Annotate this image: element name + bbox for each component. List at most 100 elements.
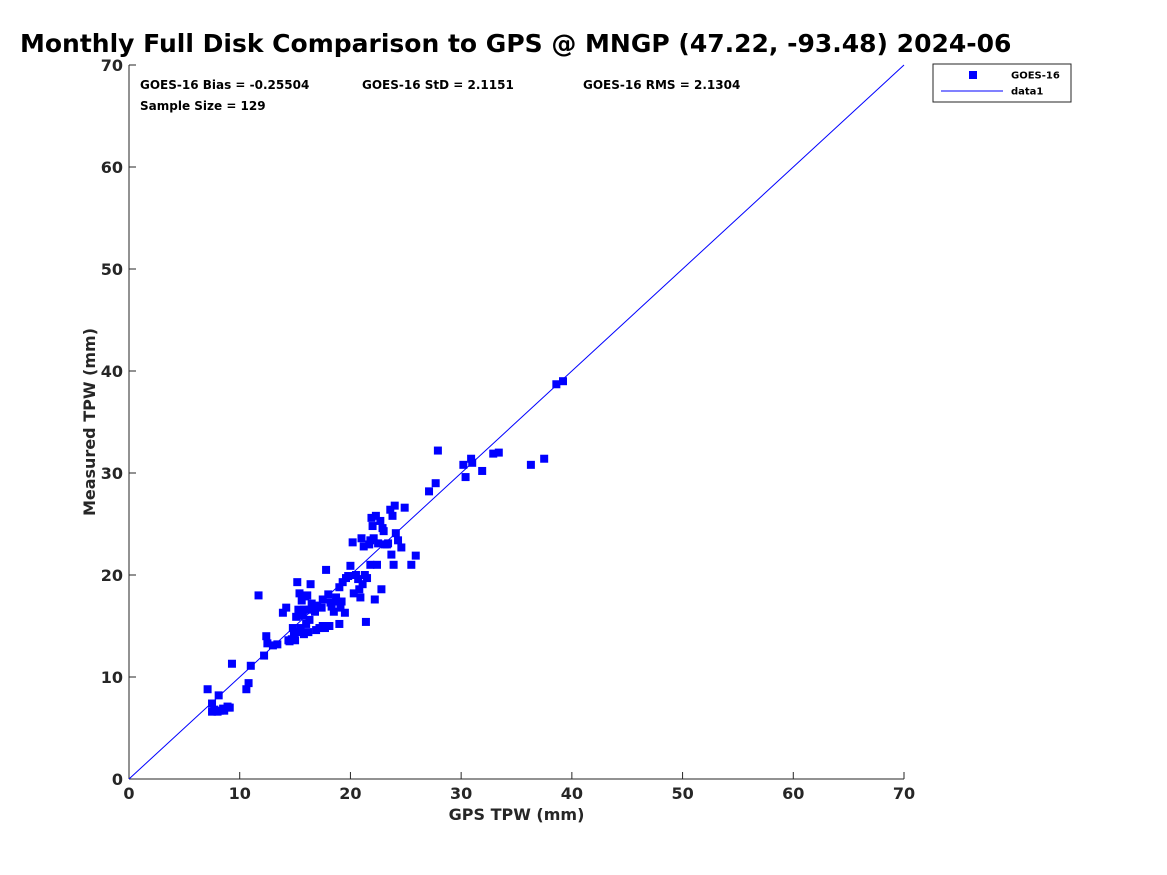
data-point-goes16 — [359, 542, 368, 551]
data-point-goes16 — [318, 622, 327, 630]
data-point-goes16 — [335, 619, 344, 628]
data-point-goes16 — [354, 575, 363, 584]
y-tick-label: 50 — [101, 260, 123, 279]
data-point-goes16 — [357, 534, 366, 543]
data-point-goes16 — [227, 659, 236, 668]
data-point-goes16 — [332, 593, 341, 602]
y-axis-label: Measured TPW (mm) — [80, 328, 99, 516]
data-point-goes16 — [294, 628, 303, 637]
x-tick-label: 0 — [123, 784, 134, 803]
data-point-goes16 — [337, 597, 346, 606]
data-point-goes16 — [293, 578, 302, 587]
data-point-goes16 — [325, 622, 334, 630]
data-point-goes16 — [358, 580, 367, 589]
y-ticks: 0 10 20 30 40 50 60 70 — [101, 56, 136, 789]
data-point-goes16 — [346, 561, 355, 570]
x-tick-label: 30 — [450, 784, 472, 803]
data-point-goes16 — [425, 487, 434, 496]
y-tick-label: 40 — [101, 362, 123, 381]
data-point-goes16 — [344, 572, 353, 581]
data-point-goes16 — [368, 522, 377, 531]
data-point-goes16 — [260, 651, 269, 660]
data-point-goes16 — [468, 458, 477, 467]
data-point-goes16 — [292, 612, 301, 621]
x-axis-label: GPS TPW (mm) — [449, 805, 585, 824]
data-point-goes16 — [244, 679, 253, 688]
data-point-goes16 — [329, 607, 338, 616]
stat-sample-size: Sample Size = 129 — [140, 99, 266, 113]
data-point-goes16 — [324, 590, 333, 599]
data-point-goes16 — [246, 661, 255, 670]
data-point-goes16 — [478, 466, 487, 475]
data-point-goes16 — [338, 578, 347, 587]
x-tick-label: 10 — [229, 784, 251, 803]
data-point-goes16 — [351, 571, 360, 579]
data-point-goes16 — [317, 603, 326, 612]
data-point-goes16 — [355, 585, 364, 594]
data-point-goes16 — [552, 380, 561, 389]
data-point-goes16 — [302, 619, 311, 628]
data-point-goes16 — [282, 603, 291, 612]
data-point-goes16 — [373, 560, 381, 569]
data-point-goes16 — [433, 446, 442, 455]
stat-rms: GOES-16 RMS = 2.1304 — [583, 78, 740, 92]
data-point-goes16 — [262, 632, 271, 641]
legend-box — [932, 63, 1072, 103]
x-tick-label: 60 — [782, 784, 804, 803]
data-point-goes16 — [374, 539, 383, 548]
data-point-goes16 — [386, 505, 395, 514]
data-point-goes16 — [311, 607, 319, 616]
data-point-goes16 — [400, 503, 409, 512]
plot-area: 0 10 20 30 40 50 60 70 0 10 20 30 40 50 60 70 — [101, 56, 915, 803]
data-point-goes16 — [278, 608, 287, 617]
data-point-goes16 — [388, 511, 397, 520]
data-point-goes16 — [489, 449, 498, 458]
data-point-goes16 — [494, 448, 503, 457]
data-point-goes16 — [295, 589, 304, 598]
legend: GOES-16 data1 — [932, 63, 1072, 103]
data-point-goes16 — [326, 598, 335, 607]
data-point-goes16 — [526, 460, 535, 469]
data-point-goes16 — [208, 699, 217, 708]
data-point-goes16 — [285, 637, 294, 646]
data-point-goes16 — [371, 511, 380, 520]
chart-title: Monthly Full Disk Comparison to GPS @ MN… — [20, 29, 1011, 58]
data-point-goes16 — [394, 536, 403, 545]
data-point-goes16 — [303, 591, 312, 600]
data-point-goes16 — [298, 611, 307, 620]
legend-label-goes16: GOES-16 — [1011, 71, 1060, 82]
data-point-goes16 — [390, 501, 399, 510]
data-point-goes16 — [254, 591, 263, 600]
data-point-goes16 — [333, 597, 342, 606]
data-point-goes16 — [299, 605, 308, 614]
data-point-goes16 — [363, 574, 372, 583]
data-point-goes16 — [335, 583, 344, 592]
data-point-goes16 — [407, 560, 416, 569]
data-point-goes16 — [382, 540, 391, 549]
data-point-goes16 — [349, 589, 358, 598]
data-point-goes16 — [306, 580, 315, 589]
data-point-goes16 — [559, 377, 567, 386]
y-tick-label: 70 — [101, 56, 123, 75]
data-point-goes16 — [461, 473, 470, 482]
data-point-goes16 — [391, 529, 400, 538]
data-point-goes16 — [361, 617, 370, 626]
data-point-goes16 — [203, 685, 212, 694]
data-point-goes16 — [312, 602, 321, 611]
stat-std: GOES-16 StD = 2.1151 — [362, 78, 514, 92]
data-point-goes16 — [366, 536, 375, 545]
data-point-goes16 — [296, 624, 305, 633]
data-point-goes16 — [431, 479, 440, 488]
data-point-goes16 — [322, 565, 331, 574]
data-point-goes16 — [376, 516, 385, 525]
data-point-goes16 — [336, 603, 345, 612]
y-tick-label: 60 — [101, 158, 123, 177]
data-point-goes16 — [367, 513, 376, 522]
data-point-goes16 — [307, 599, 316, 608]
data-point-goes16 — [220, 706, 229, 715]
data-point-goes16 — [242, 685, 251, 694]
data-point-goes16 — [318, 595, 327, 604]
data-point-goes16 — [389, 560, 398, 569]
x-tick-label: 50 — [671, 784, 693, 803]
